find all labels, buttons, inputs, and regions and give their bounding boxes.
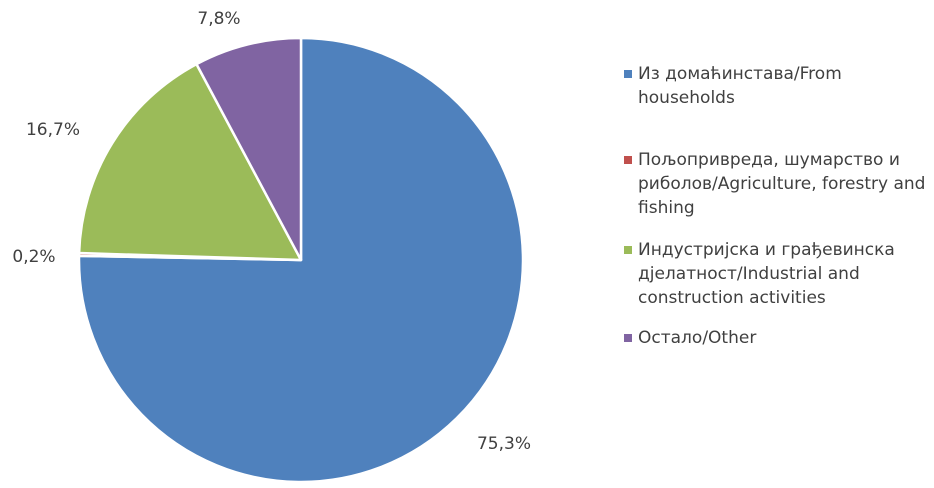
legend-swatch-households <box>624 70 632 78</box>
legend-item-agriculture: Пољопривреда, шумарство и риболов/Agricu… <box>624 148 930 220</box>
legend-swatch-agriculture <box>624 156 632 164</box>
legend-item-households: Из домаћинстава/From households <box>624 62 930 110</box>
legend-item-industrial: Индустријска и грађевинска дјелатност/In… <box>624 238 930 310</box>
legend-label-agriculture: Пољопривреда, шумарство и риболов/Agricu… <box>638 150 926 218</box>
data-label-industrial: 16,7% <box>26 120 80 140</box>
data-label-households: 75,3% <box>477 434 531 454</box>
chart-legend: Из домаћинстава/From households Пољоприв… <box>624 62 930 350</box>
legend-item-other: Остало/Other <box>624 326 930 350</box>
legend-label-households: Из домаћинстава/From households <box>638 64 842 108</box>
pie-slice-other <box>195 36 303 262</box>
data-label-other: 7,8% <box>197 9 240 29</box>
pie-slice-industrial <box>77 62 303 262</box>
legend-label-industrial: Индустријска и грађевинска дјелатност/In… <box>638 240 895 308</box>
data-label-agriculture: 0,2% <box>12 247 55 267</box>
legend-swatch-other <box>624 334 632 342</box>
legend-swatch-industrial <box>624 246 632 254</box>
legend-label-other: Остало/Other <box>638 328 757 348</box>
